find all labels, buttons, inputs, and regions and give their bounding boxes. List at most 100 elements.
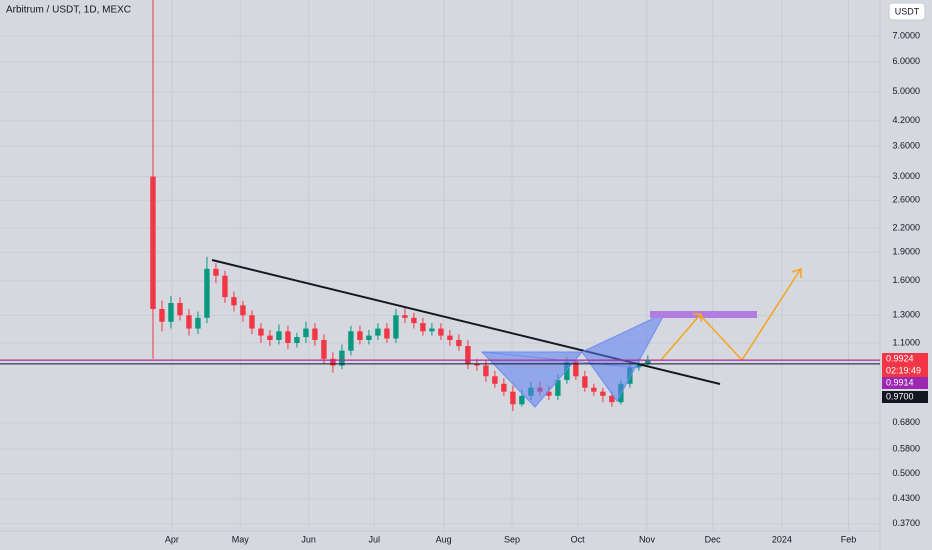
x-tick-label: Sep <box>504 534 520 544</box>
candle-body <box>276 331 282 340</box>
y-tick-label: 0.5000 <box>892 468 920 478</box>
y-tick-label: 7.0000 <box>892 30 920 40</box>
y-tick-label: 0.4300 <box>892 493 920 503</box>
x-tick-label: Oct <box>571 534 586 544</box>
candle-body <box>375 328 381 336</box>
y-tick-label: 1.6000 <box>892 275 920 285</box>
y-tick-label: 1.1000 <box>892 337 920 347</box>
candle-body <box>384 328 390 339</box>
axes: 7.0000 6.0000 5.0000 4.2000 3.6000 3.0000 2.60… <box>0 30 928 544</box>
candle-body <box>600 391 606 396</box>
x-tick-label: Jun <box>301 534 316 544</box>
candle-body <box>609 395 615 403</box>
candle-body <box>339 350 345 366</box>
candle-body <box>321 339 327 359</box>
candle-body <box>438 328 444 336</box>
x-tick-label: Apr <box>165 534 179 544</box>
price-label: 0.9924 <box>886 353 914 363</box>
candle-body <box>483 365 489 377</box>
x-tick-label: Feb <box>841 534 857 544</box>
countdown: 02:19:49 <box>886 365 921 375</box>
y-tick-label: 2.2000 <box>892 222 920 232</box>
y-tick-label: 2.6000 <box>892 195 920 205</box>
candle-body <box>213 268 219 276</box>
candle-body <box>582 376 588 388</box>
currency-label[interactable]: USDT <box>895 6 920 16</box>
price-label-bg <box>882 353 928 365</box>
candle-body <box>492 376 498 384</box>
candle-body <box>150 176 156 310</box>
candle-body <box>159 309 165 322</box>
candle-body <box>546 391 552 396</box>
drawings <box>211 259 802 408</box>
candle-body <box>249 315 255 329</box>
y-tick-label: 6.0000 <box>892 56 920 66</box>
candle-body <box>204 268 210 318</box>
x-tick-label: 2024 <box>772 534 792 544</box>
candle-body <box>510 391 516 405</box>
y-tick-label: 0.6800 <box>892 417 920 427</box>
harmonic-pattern <box>480 351 584 408</box>
candle-body <box>555 379 561 396</box>
candle-body <box>474 363 480 366</box>
candle-body <box>348 331 354 351</box>
candle-body <box>240 305 246 316</box>
candle-body <box>186 315 192 329</box>
y-tick-label: 0.5800 <box>892 443 920 453</box>
price-label: 0.9700 <box>886 391 914 401</box>
candle-body <box>519 395 525 405</box>
candle-body <box>564 362 570 380</box>
symbol-title: Arbitrum / USDT, 1D, MEXC <box>6 5 131 16</box>
candle-body <box>312 328 318 340</box>
candle-body <box>402 315 408 318</box>
harmonic-pattern <box>581 311 667 402</box>
candle-body <box>501 383 507 392</box>
candle-body <box>357 331 363 340</box>
candle-body <box>258 328 264 336</box>
candle-body <box>573 362 579 377</box>
candle-body <box>456 339 462 347</box>
x-tick-label: Dec <box>705 534 722 544</box>
candle-body <box>591 387 597 392</box>
currency-button[interactable] <box>888 2 926 21</box>
candle-body <box>168 302 174 322</box>
y-tick-label: 5.0000 <box>892 86 920 96</box>
candle-body <box>393 315 399 339</box>
price-label-bg <box>882 377 928 389</box>
candle-body <box>195 317 201 329</box>
x-tick-label: Jul <box>369 534 381 544</box>
y-tick-label: 4.2000 <box>892 115 920 125</box>
price-label: 0.9914 <box>886 377 914 387</box>
candle-body <box>465 346 471 364</box>
candle-body <box>636 363 642 368</box>
candle-body <box>645 360 651 364</box>
y-tick-label: 0.3700 <box>892 518 920 528</box>
candle-body <box>330 358 336 366</box>
projection-arrowhead <box>791 267 802 278</box>
projection-path <box>660 269 801 362</box>
candle-body <box>294 337 300 343</box>
y-tick-label: 3.6000 <box>892 141 920 151</box>
candle-body <box>420 323 426 332</box>
candle-body <box>267 335 273 340</box>
candle-body <box>447 335 453 340</box>
candle-body <box>411 317 417 324</box>
projection-arrowhead <box>693 313 702 322</box>
x-tick-label: May <box>232 534 250 544</box>
candle-body <box>303 328 309 338</box>
countdown-bg <box>882 365 928 377</box>
x-tick-label: Nov <box>639 534 656 544</box>
y-tick-label: 1.9000 <box>892 247 920 257</box>
candle-body <box>222 275 228 298</box>
target-zone <box>650 311 757 318</box>
x-tick-label: Aug <box>436 534 452 544</box>
candle-body <box>285 331 291 343</box>
candle-body <box>231 297 237 306</box>
candle-body <box>429 328 435 332</box>
candle-body <box>366 335 372 340</box>
price-label-bg <box>882 391 928 403</box>
y-tick-label: 3.0000 <box>892 171 920 181</box>
